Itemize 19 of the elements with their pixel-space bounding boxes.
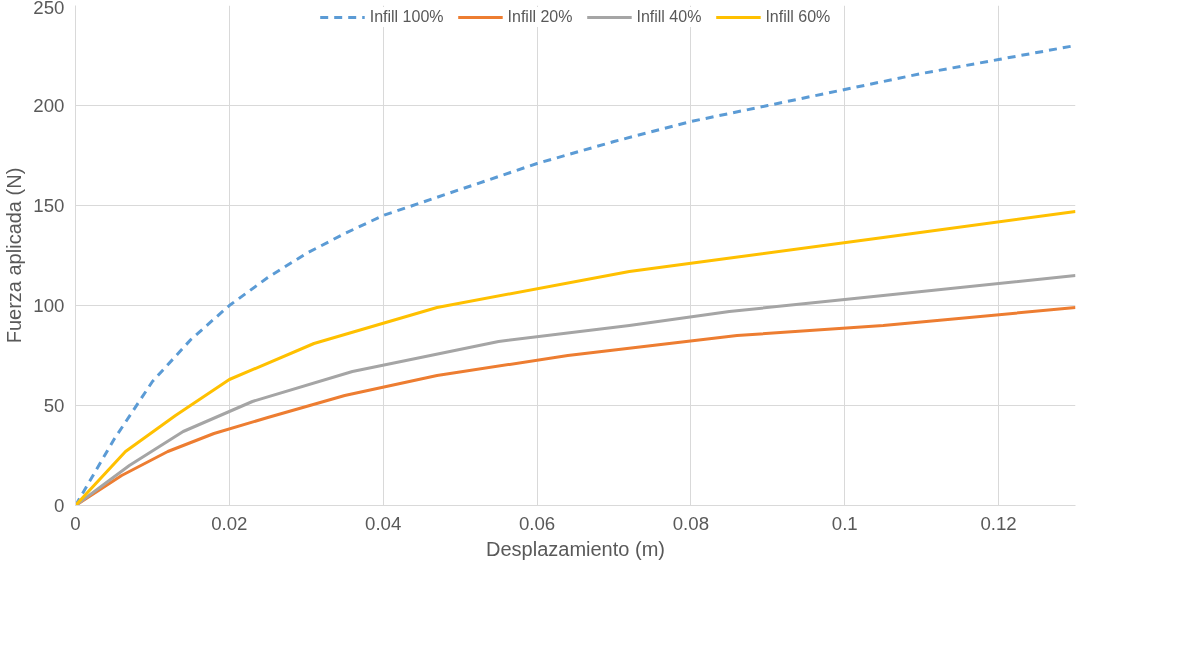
y-tick-label: 250 <box>33 0 65 18</box>
legend-label: Infill 40% <box>636 8 702 26</box>
legend-label: Infill 100% <box>369 8 444 26</box>
x-tick-label: 0.12 <box>980 512 1017 534</box>
x-axis-title: Desplazamiento (m) <box>486 537 665 560</box>
x-tick-label: 0.1 <box>831 512 858 534</box>
legend-label: Infill 60% <box>765 8 831 26</box>
legend-label: Infill 20% <box>507 8 573 26</box>
x-tick-label: 0.04 <box>365 512 402 534</box>
y-tick-label: 50 <box>43 395 65 416</box>
x-tick-label: 0.02 <box>211 512 248 534</box>
x-tick-label: 0 <box>70 512 81 534</box>
y-axis-title: Fuerza aplicada (N) <box>3 167 26 344</box>
x-tick-label: 0.06 <box>518 512 556 534</box>
y-tick-label: 0 <box>54 495 65 516</box>
x-tick-label: 0.08 <box>672 512 710 534</box>
y-tick-label: 200 <box>33 95 65 116</box>
y-tick-label: 100 <box>33 295 65 316</box>
y-tick-label: 150 <box>33 195 65 216</box>
